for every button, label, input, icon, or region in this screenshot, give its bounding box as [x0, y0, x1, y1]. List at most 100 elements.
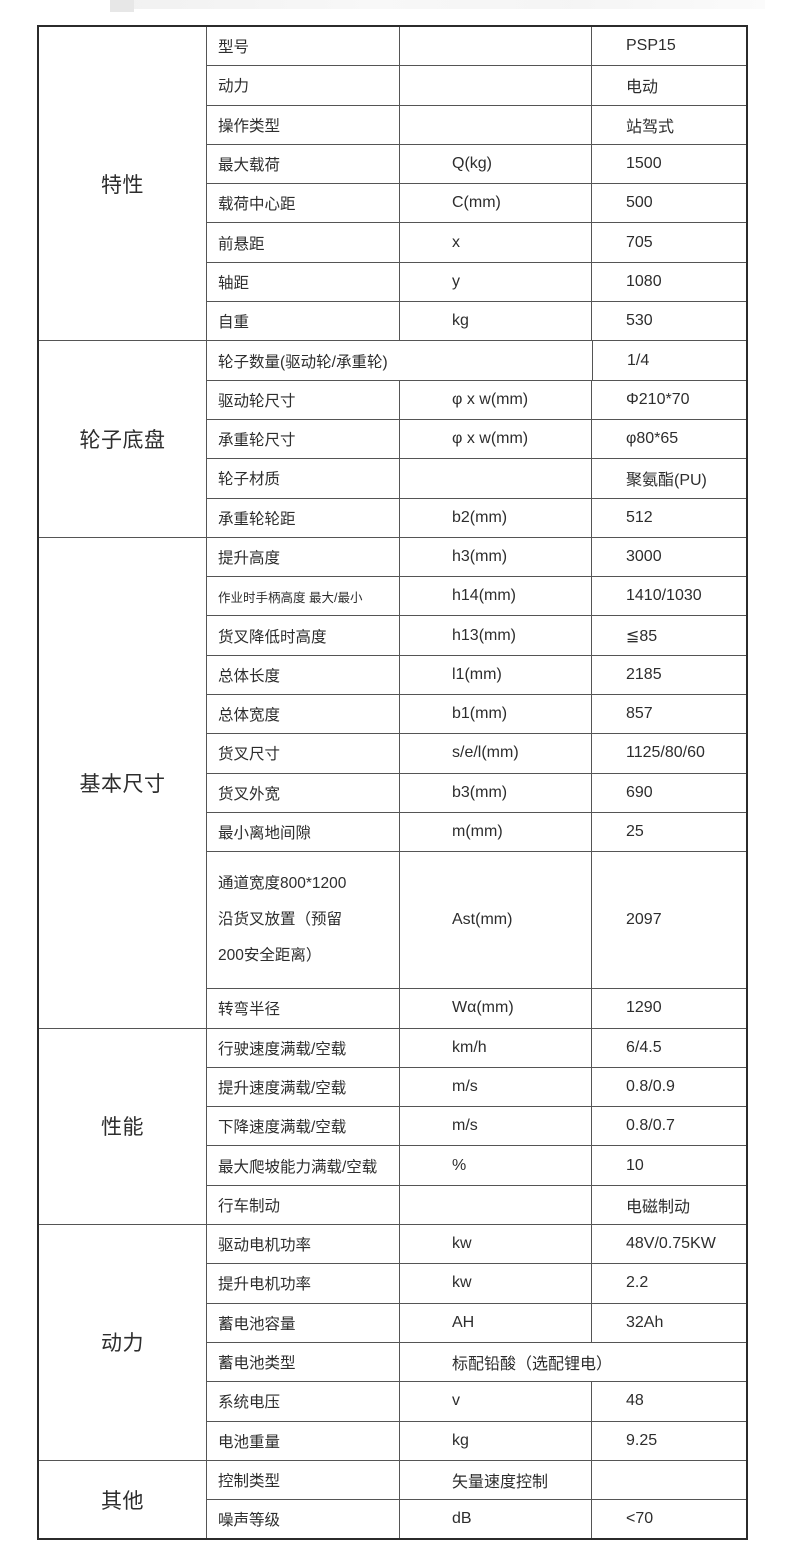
spec-value-cell: 690 [591, 773, 746, 812]
spec-row: 控制类型 矢量速度控制 [207, 1460, 746, 1500]
spec-label-cell: 货叉降低时高度 [218, 628, 327, 646]
spec-unit-cell: l1(mm) [399, 655, 591, 695]
spec-value-cell: 1125/80/60 [591, 734, 746, 773]
spec-value-cell: 0.8/0.9 [591, 1067, 746, 1107]
category-cell: 轮子底盘 [39, 341, 207, 537]
spec-row: 蓄电池类型 标配铅酸（选配锂电） [207, 1341, 746, 1382]
spec-label-cell: 动力 [218, 78, 250, 96]
spec-unit-cell: Q(kg) [399, 144, 591, 184]
spec-label-cell: 系统电压 [218, 1394, 281, 1412]
spec-label-cell: 提升速度满载/空载 [218, 1079, 347, 1097]
spec-unit-cell: 标配铅酸（选配锂电） [399, 1342, 746, 1382]
spec-row: 货叉降低时高度 h13(mm) ≦85 [207, 615, 746, 655]
spec-row: 轮子数量(驱动轮/承重轮) 1/4 [207, 341, 746, 380]
spec-row: 系统电压 v 48 [207, 1381, 746, 1421]
spec-unit-cell: φ x w(mm) [399, 419, 591, 459]
spec-label-cell: 最大载荷 [218, 157, 281, 175]
spec-unit-cell: m(mm) [399, 812, 591, 852]
spec-value-cell: 1080 [591, 262, 746, 302]
spec-value-cell: φ80*65 [591, 419, 746, 459]
spec-value-cell: 聚氨酯(PU) [591, 459, 746, 498]
spec-row: 动力 电动 [207, 65, 746, 105]
spec-value-cell: 530 [591, 302, 746, 341]
spec-unit-cell: b1(mm) [399, 695, 591, 734]
spec-unit-cell: h13(mm) [399, 616, 591, 655]
spec-label-cell: 通道宽度800*1200 沿货叉放置（预留 200安全距离） [218, 875, 347, 965]
spec-row: 操作类型 站驾式 [207, 104, 746, 144]
spec-value-cell: 48V/0.75KW [591, 1225, 746, 1264]
spec-value-cell: 站驾式 [591, 105, 746, 144]
photo-edge-remnant [110, 0, 765, 9]
spec-value-cell: 3000 [591, 537, 746, 577]
spec-label-cell: 蓄电池类型 [218, 1355, 296, 1373]
spec-unit-cell: 矢量速度控制 [399, 1460, 591, 1500]
spec-row: 驱动轮尺寸 φ x w(mm) Φ210*70 [207, 379, 746, 419]
spec-label-cell: 转弯半径 [218, 1001, 281, 1019]
section-rows: 型号 PSP15 动力 电动操作类型 站驾式最大载荷 Q(kg) 1500 载荷中心距 C(mm… [207, 27, 746, 341]
spec-label-cell: 前悬距 [218, 235, 265, 253]
category-cell: 其他 [39, 1460, 207, 1539]
spec-row: 最大载荷 Q(kg) 1500 [207, 143, 746, 184]
section-rows: 轮子数量(驱动轮/承重轮) 1/4 驱动轮尺寸 φ x w(mm) Φ210*70 承重轮… [207, 341, 746, 537]
spec-unit-cell [399, 27, 591, 66]
spec-unit-cell: km/h [399, 1028, 591, 1067]
spec-label-cell: 型号 [218, 39, 250, 57]
spec-value-cell: ≦85 [591, 616, 746, 655]
spec-value-cell: Φ210*70 [591, 380, 746, 419]
category-cell: 动力 [39, 1225, 207, 1460]
spec-unit-cell: h14(mm) [399, 577, 591, 616]
spec-row: 承重轮轮距 b2(mm) 512 [207, 497, 746, 537]
spec-label-cell: 货叉尺寸 [218, 746, 281, 764]
spec-row: 轮子材质 聚氨酯(PU) [207, 458, 746, 498]
spec-value-cell: 2097 [591, 852, 746, 989]
spec-label-cell: 行驶速度满载/空载 [218, 1040, 347, 1058]
spec-row: 最小离地间隙 m(mm) 25 [207, 811, 746, 852]
spec-label-cell: 噪声等级 [218, 1512, 281, 1530]
spec-label-cell: 承重轮轮距 [218, 510, 296, 528]
spec-unit-cell [399, 1185, 591, 1225]
spec-unit-cell [399, 66, 591, 105]
spec-unit-cell: kg [399, 302, 591, 341]
section-rows: 提升高度 h3(mm) 3000 作业时手柄高度 最大/最小 h14(mm) 1410/1… [207, 537, 746, 1028]
spec-row: 提升高度 h3(mm) 3000 [207, 537, 746, 577]
spec-value-cell: 705 [591, 223, 746, 262]
spec-label-cell: 总体宽度 [218, 707, 281, 725]
spec-row: 噪声等级 dB <70 [207, 1499, 746, 1539]
spec-unit-cell: % [399, 1146, 591, 1185]
spec-value-cell: 1500 [591, 144, 746, 184]
spec-row: 行车制动 电磁制动 [207, 1184, 746, 1225]
spec-row: 总体长度 l1(mm) 2185 [207, 654, 746, 695]
spec-unit-cell: s/e/l(mm) [399, 734, 591, 773]
spec-unit-cell: Ast(mm) [399, 852, 591, 989]
spec-label-cell: 轴距 [218, 274, 250, 292]
spec-value-cell: 512 [591, 498, 746, 537]
spec-label-cell: 自重 [218, 314, 250, 332]
spec-value-cell: 0.8/0.7 [591, 1107, 746, 1146]
spec-value-cell: 电磁制动 [591, 1185, 746, 1225]
spec-unit-cell: y [399, 262, 591, 302]
spec-row: 货叉外宽 b3(mm) 690 [207, 772, 746, 812]
spec-row: 提升速度满载/空载 m/s 0.8/0.9 [207, 1066, 746, 1107]
spec-label-cell: 作业时手柄高度 最大/最小 [218, 590, 363, 605]
spec-label-cell: 货叉外宽 [218, 785, 281, 803]
spec-value-cell: 10 [591, 1146, 746, 1185]
spec-unit-cell: b2(mm) [399, 498, 591, 537]
spec-value-cell: PSP15 [591, 27, 746, 66]
section-4: 动力 驱动电机功率 kw 48V/0.75KW 提升电机功率 kw 2.2 蓄电池容量 AH 32… [39, 1224, 746, 1460]
spec-unit-cell: kw [399, 1264, 591, 1303]
spec-value-cell: 48 [591, 1382, 746, 1421]
spec-value-cell: 1290 [591, 989, 746, 1028]
section-3: 性能 行驶速度满载/空载 km/h 6/4.5 提升速度满载/空载 m/s 0.8/0.9 下… [39, 1027, 746, 1225]
spec-label-cell: 操作类型 [218, 117, 281, 135]
spec-row: 行驶速度满载/空载 km/h 6/4.5 [207, 1028, 746, 1067]
spec-unit-cell: h3(mm) [399, 537, 591, 577]
spec-unit-cell: dB [399, 1500, 591, 1539]
spec-row: 承重轮尺寸 φ x w(mm) φ80*65 [207, 418, 746, 459]
section-1: 轮子底盘 轮子数量(驱动轮/承重轮) 1/4 驱动轮尺寸 φ x w(mm) Φ210*7… [39, 340, 746, 537]
spec-label-cell: 驱动轮尺寸 [218, 392, 296, 410]
spec-label-cell: 电池重量 [218, 1433, 281, 1451]
spec-row: 转弯半径 Wα(mm) 1290 [207, 988, 746, 1028]
section-0: 特性 型号 PSP15 动力 电动 操作类型 站驾式 最大载荷 Q(kg) 1500 载荷中心距 C(… [39, 27, 746, 341]
spec-label-cell: 下降速度满载/空载 [218, 1119, 347, 1137]
spec-row: 载荷中心距 C(mm) 500 [207, 183, 746, 223]
